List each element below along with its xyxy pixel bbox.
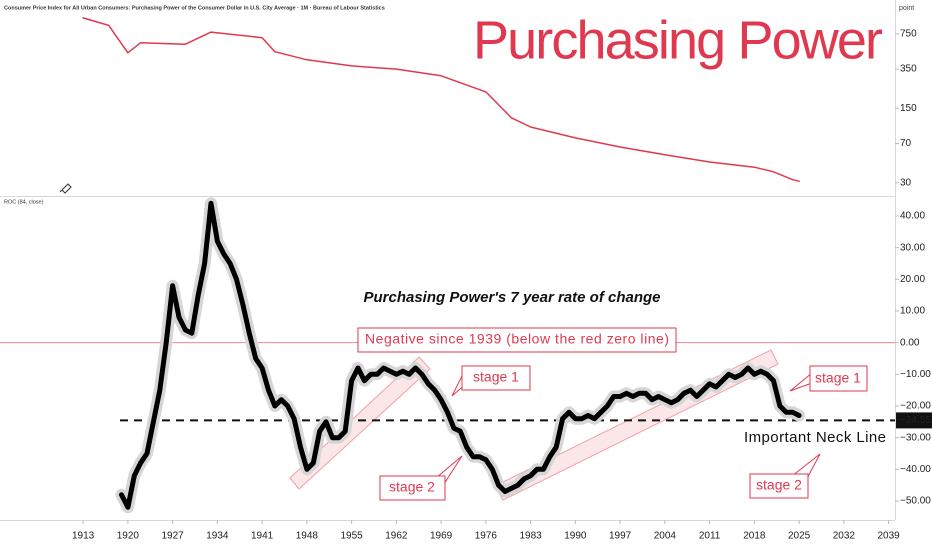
x-tick-label: 2032 (833, 531, 856, 542)
callout-text: Negative since 1939 (below the red zero … (365, 331, 669, 347)
x-tick-label: 1948 (296, 531, 319, 542)
pencil-icon (59, 183, 72, 194)
x-tick-label: 2039 (877, 531, 900, 542)
chart-title: Consumer Price Index for All Urban Consu… (4, 5, 385, 11)
y-tick-label: −10.00 (900, 369, 931, 380)
callout-box (357, 327, 677, 353)
x-tick-label: 1983 (519, 531, 542, 542)
y-tick-label: 40.00 (900, 211, 925, 222)
x-tick-label: 1962 (385, 531, 408, 542)
y-tick-label: −40.00 (900, 464, 931, 475)
x-tick-label: 1955 (340, 531, 363, 542)
callout-text: stage 1 (815, 370, 861, 386)
callout-box (461, 365, 531, 391)
x-tick-label: 2018 (743, 531, 766, 542)
y-tick-label: −50.00 (900, 496, 931, 507)
y-tick-label: 750 (900, 29, 917, 40)
y-tick-label: −20.00 (900, 401, 931, 412)
y-tick-label: 10.00 (900, 306, 925, 317)
plot-area: 30 70 150 350 750 40.00 30.00 20.00 10.00 0.00 −10… (0, 17, 932, 542)
y-tick-label: 20.00 (900, 274, 925, 285)
callout-pointer (789, 372, 813, 392)
y-tick-label: 30 (900, 177, 912, 188)
x-tick-label: 1941 (251, 531, 274, 542)
x-tick-label: 2025 (788, 531, 811, 542)
y-tick-label: 0.00 (900, 337, 920, 348)
y-tick-label: 150 (900, 103, 917, 114)
x-tick-label: 1934 (206, 531, 229, 542)
neck-line-tag-label: −24.55 (900, 415, 931, 426)
headline: Purchasing Power (473, 10, 883, 70)
neck-line-tag (896, 412, 932, 429)
callout-text: stage 1 (473, 369, 519, 385)
callout-box (749, 473, 809, 499)
indicator-label: ROC (84, close) (4, 199, 44, 205)
x-tick-label: 2004 (654, 531, 677, 542)
callout-box (379, 475, 446, 501)
annotations: Purchasing Power's 7 year rate of change… (357, 289, 886, 501)
neck-line-label: Important Neck Line (744, 429, 886, 446)
x-tick-label: 1990 (564, 531, 587, 542)
x-tick-label: 1913 (72, 531, 95, 542)
y-tick-label: 30.00 (900, 242, 925, 253)
x-tick-label: 1920 (117, 531, 140, 542)
callout-text: stage 2 (389, 479, 435, 495)
y-tick-label: 350 (900, 64, 917, 75)
x-tick-label: 1969 (430, 531, 453, 542)
callout-text: stage 2 (756, 477, 802, 493)
stage-channel (289, 356, 431, 490)
callout-box (809, 365, 868, 392)
x-tick-label: 1997 (609, 531, 632, 542)
x-tick-label: 1976 (475, 531, 498, 542)
line (82, 17, 800, 182)
line (119, 200, 802, 510)
x-tick-label: 2011 (699, 531, 721, 542)
y-tick-label: −30.00 (900, 432, 931, 443)
subtitle: Purchasing Power's 7 year rate of change (363, 289, 660, 306)
y-tick-label: 70 (900, 138, 912, 149)
x-tick-label: 1927 (161, 531, 184, 542)
unit-label: point (899, 5, 914, 12)
